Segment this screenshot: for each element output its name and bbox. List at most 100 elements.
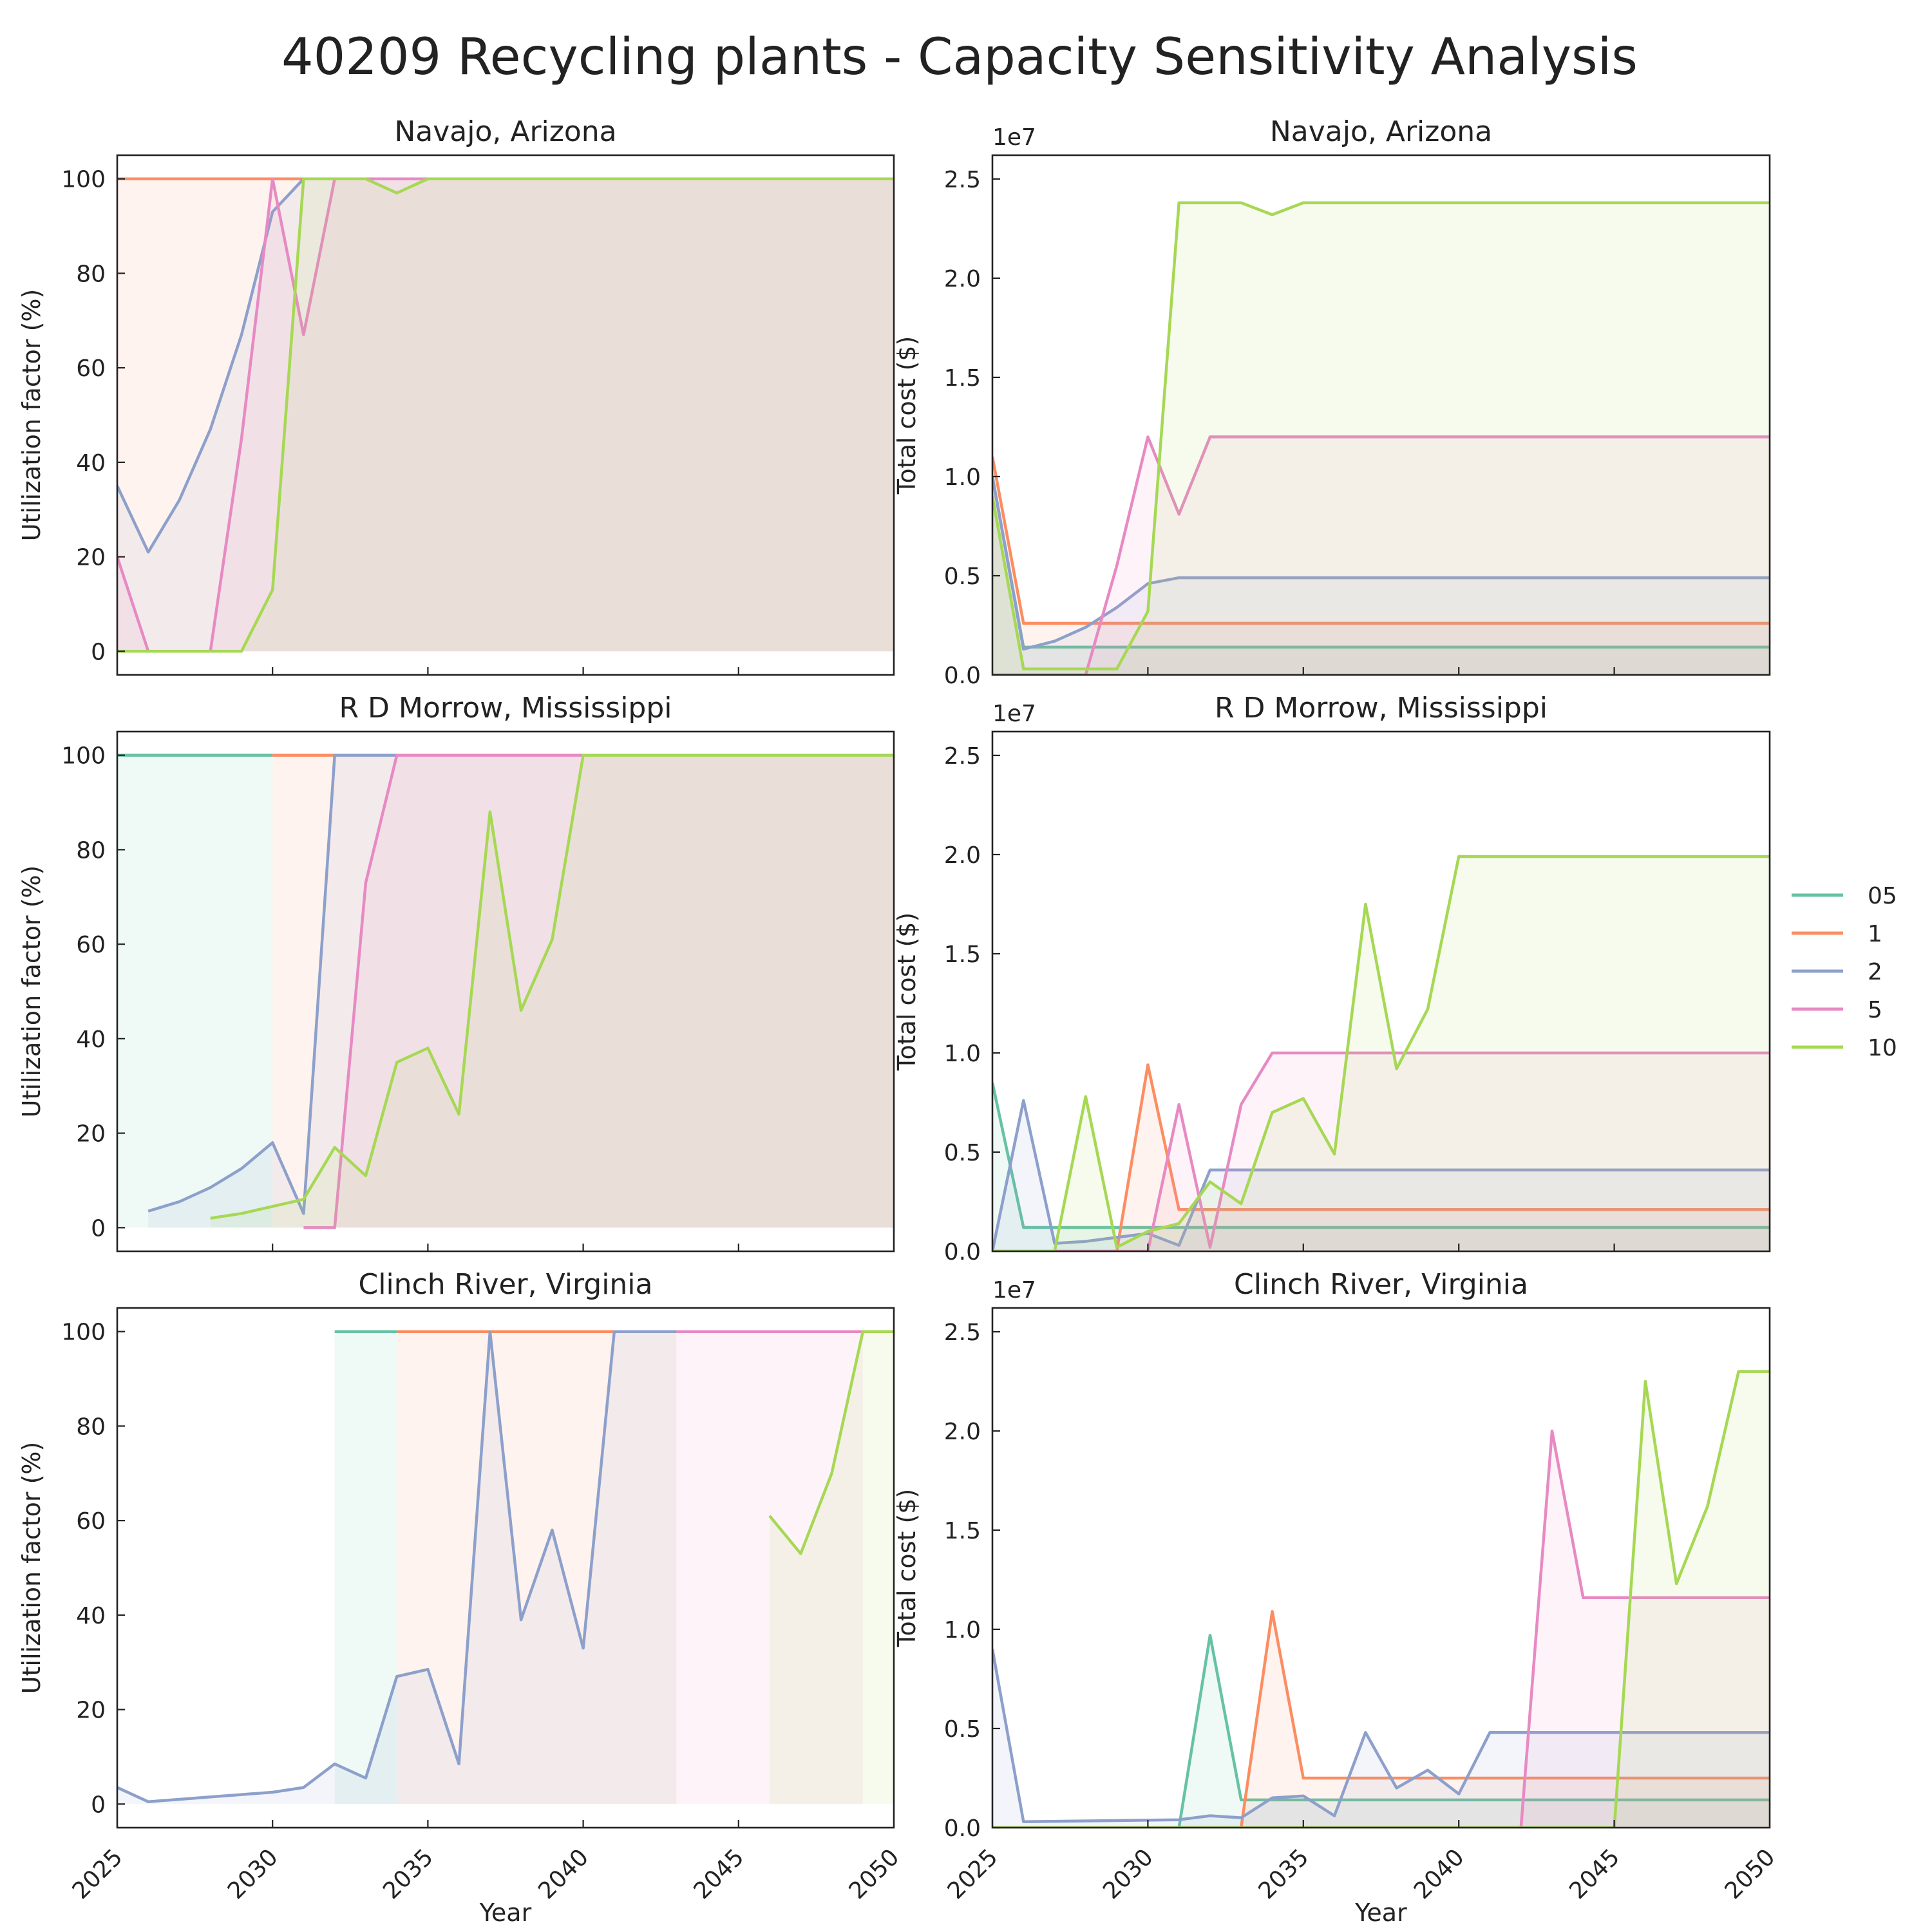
y-tick-label: 1.5	[944, 365, 981, 392]
series-5-area	[676, 1331, 863, 1804]
x-tick-label: 2030	[1098, 1844, 1159, 1904]
y-tick-label: 1.0	[944, 464, 981, 491]
panel-title: R D Morrow, Mississippi	[1215, 692, 1548, 724]
series-05-area	[992, 1635, 1770, 1828]
series-2-area	[992, 1649, 1770, 1828]
panel-5: 2025 2030 2035 2040 2045 2050Year020406080100…	[17, 1268, 904, 1927]
series-10-area	[770, 1331, 894, 1804]
series-10-area	[992, 1371, 1770, 1828]
series-10-line	[768, 1330, 894, 1555]
series-2-line	[117, 1330, 677, 1803]
y-tick-label: 0.5	[944, 1140, 981, 1166]
y-tick-label: 0	[91, 1215, 106, 1242]
legend-label: 5	[1868, 997, 1882, 1023]
axes-frame	[116, 730, 895, 1253]
y-tick-label: 20	[76, 1121, 106, 1148]
series-05-area	[992, 1083, 1770, 1251]
panel-3: 0 20 40 60 80 100 Utilization factor (%) R D Mo…	[17, 692, 895, 1253]
y-tick-label: 2.0	[944, 842, 981, 869]
y-tick-label: 0	[91, 1792, 106, 1818]
y-tick-label: 1.5	[944, 1518, 981, 1544]
series-10-line	[992, 1370, 1770, 1828]
x-tick-label: 2035	[378, 1844, 439, 1904]
panel-6: 2025 2030 2035 2040 2045 2050 Year 0.0 0.5 1.0 1.5…	[893, 1268, 1780, 1927]
series-10-line	[992, 201, 1770, 671]
y-axis-label: Total cost ($)	[893, 336, 921, 495]
x-tick-label: 2035	[1253, 1844, 1314, 1904]
y-tick-label: 60	[76, 355, 106, 382]
legend-label: 1	[1868, 921, 1882, 947]
plot-area	[117, 753, 894, 1229]
panel-title: Clinch River, Virginia	[1234, 1268, 1528, 1301]
series-1-area	[397, 1331, 677, 1804]
series-5-area	[303, 755, 894, 1228]
axes-frame	[991, 154, 1771, 676]
axes-frame	[991, 730, 1771, 1253]
y-tick-label: 40	[76, 450, 106, 477]
y-tick-label: 2.0	[944, 1419, 981, 1445]
series-1-area	[992, 1065, 1770, 1251]
series-10-area	[117, 178, 894, 652]
y-tick-label: 0.0	[944, 663, 981, 689]
series-05-line	[992, 1082, 1770, 1229]
y-axis-label: Utilization factor (%)	[17, 866, 46, 1118]
y-axis-label: Total cost ($)	[893, 913, 921, 1072]
series-10-area	[210, 755, 894, 1228]
panel-title: Navajo, Arizona	[394, 115, 616, 148]
series-5-line	[992, 1051, 1770, 1251]
y-tick-label: 0	[91, 639, 106, 665]
series-05-area	[992, 477, 1770, 675]
y-tick-label: 100	[61, 1320, 106, 1346]
series-2-area	[148, 755, 894, 1228]
series-10-line	[117, 177, 894, 653]
y-tick-label: 0.5	[944, 564, 981, 590]
y-tick-label: 0.0	[944, 1239, 981, 1265]
y-axis-label: Utilization factor (%)	[17, 289, 46, 542]
y-axis-multiplier: 1e7	[992, 1277, 1036, 1303]
y-axis-multiplier: 1e7	[992, 701, 1036, 727]
plot-area	[117, 177, 894, 653]
legend-item-05: 05	[1792, 883, 1897, 909]
y-tick-label: 0.5	[944, 1716, 981, 1743]
panel-title: R D Morrow, Mississippi	[339, 692, 672, 724]
x-axis-label: Year	[1354, 1899, 1407, 1927]
plot-area	[992, 201, 1770, 675]
y-tick-label: 2.5	[944, 167, 981, 193]
legend-item-2: 2	[1792, 959, 1882, 985]
y-tick-label: 1.0	[944, 1041, 981, 1067]
legend-label: 10	[1868, 1035, 1897, 1061]
series-10-line	[210, 753, 894, 1220]
series-05-area	[334, 1331, 397, 1804]
y-tick-label: 1.0	[944, 1617, 981, 1643]
y-tick-label: 2.5	[944, 743, 981, 770]
y-tick-label: 20	[76, 545, 106, 571]
y-axis-label: Utilization factor (%)	[17, 1442, 46, 1694]
x-tick-label: 2050	[844, 1844, 905, 1904]
x-tick-label: 2025	[943, 1844, 1003, 1904]
series-2-area	[992, 1100, 1770, 1251]
panel-2: 0.0 0.5 1.0 1.5 2.0 2.5 Total cost ($) 1e7 Navaj…	[893, 115, 1771, 689]
legend-label: 2	[1868, 959, 1882, 985]
series-5-area	[992, 1053, 1770, 1251]
y-tick-label: 80	[76, 261, 106, 287]
series-2-area	[992, 477, 1770, 675]
x-tick-label: 2045	[1564, 1844, 1625, 1904]
series-1-area	[992, 1611, 1770, 1828]
plot-area	[992, 855, 1770, 1251]
panel-1: 0 20 40 60 80 100 Utilization factor (%) Navajo…	[17, 115, 895, 676]
legend: 05 1 2 5 10	[1792, 883, 1897, 1061]
y-tick-label: 40	[76, 1603, 106, 1629]
y-axis-label: Total cost ($)	[893, 1489, 921, 1648]
series-2-area	[117, 1331, 677, 1804]
series-5-line	[992, 1429, 1770, 1828]
legend-item-5: 5	[1792, 997, 1882, 1023]
y-tick-label: 60	[76, 1508, 106, 1535]
series-1-line	[992, 1063, 1770, 1251]
series-1-area	[992, 457, 1770, 675]
y-tick-label: 100	[61, 167, 106, 193]
legend-item-1: 1	[1792, 921, 1882, 947]
y-tick-label: 2.5	[944, 1320, 981, 1346]
series-5-area	[992, 1431, 1770, 1828]
panel-title: Navajo, Arizona	[1270, 115, 1492, 148]
